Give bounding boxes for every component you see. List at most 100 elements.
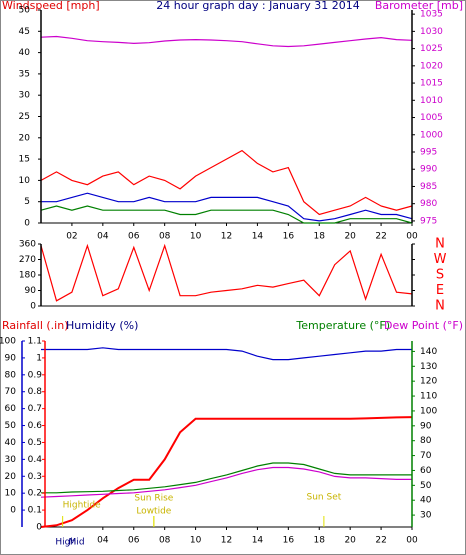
y-tick-label: 130 [420, 362, 437, 372]
y-tick-label: 50 [420, 481, 432, 491]
series-line [41, 347, 412, 361]
y-tick-label: 0 [36, 523, 42, 533]
y-tick-label: 40 [420, 496, 432, 506]
x-tick-label: 12 [221, 536, 232, 546]
y-tick-label: 70 [5, 387, 17, 397]
y-tick-label: 30 [19, 91, 31, 101]
y-tick-label: 80 [5, 370, 17, 380]
x-tick-label: 06 [128, 536, 140, 546]
y-tick-label: 20 [5, 472, 17, 482]
series-line [40, 416, 413, 528]
y-tick-label: 90 [5, 353, 17, 363]
y-tick-label: 0.1 [28, 506, 42, 516]
y-tick-label: 0.5 [28, 438, 42, 448]
y-tick-label: 15 [19, 155, 30, 165]
y-tick-label: 60 [420, 466, 432, 476]
y-tick-label: 0 [10, 506, 16, 516]
y-tick-label: 180 [19, 271, 36, 281]
x-tick-label: 02 [66, 232, 77, 242]
annotation: Sun Rise [134, 494, 173, 504]
y-tick-label: 5 [24, 197, 30, 207]
x-tick-label: 18 [314, 232, 326, 242]
y-tick-label: 50 [5, 421, 17, 431]
y-tick-label: 90 [420, 421, 432, 431]
series-line [41, 462, 412, 494]
y-tick-label: 25 [19, 112, 30, 122]
y-tick-label: 60 [5, 404, 17, 414]
y-tick-label: 110 [420, 392, 437, 402]
x-tick-label: 10 [190, 536, 202, 546]
y-tick-label: 90 [25, 286, 37, 296]
y-tick-label: 270 [19, 255, 36, 265]
y-tick-label: 0.8 [28, 387, 43, 397]
annotation: Mid [69, 538, 85, 548]
y-tick-label: 45 [19, 27, 30, 37]
x-tick-label: 18 [314, 536, 326, 546]
y-tick-label: 0 [30, 302, 36, 312]
y-tick-label: W [434, 252, 447, 267]
y-tick-label: 0.9 [28, 370, 43, 380]
x-tick-label: 20 [344, 232, 356, 242]
y-tick-label: 10 [19, 176, 31, 186]
y-tick-label: 0.4 [28, 455, 43, 465]
rain-label: Rainfall (.in) [2, 319, 69, 332]
x-tick-label: 08 [159, 232, 171, 242]
x-tick-label: 22 [375, 232, 386, 242]
annotation: High [55, 538, 76, 548]
dewpoint-label: Dew Point (°F) [384, 319, 463, 332]
x-tick-label: 06 [128, 232, 140, 242]
y-tick-label: 995 [420, 148, 437, 158]
x-tick-label: 12 [221, 232, 232, 242]
series-line [40, 205, 413, 224]
x-tick-label: 08 [159, 536, 171, 546]
series-line [40, 149, 413, 216]
y-tick-label: 1.1 [28, 337, 42, 347]
y-tick-label: 70 [420, 451, 432, 461]
y-tick-label: 0.3 [28, 472, 42, 482]
y-tick-label: 975 [420, 216, 437, 226]
y-tick-label: 0.2 [28, 489, 42, 499]
chart-title: 24 hour graph day : January 31 2014 [156, 0, 360, 12]
y-tick-label: 140 [420, 347, 437, 357]
x-tick-label: 14 [252, 536, 264, 546]
annotation: Lowtide [136, 507, 171, 517]
x-tick-label: 22 [375, 536, 386, 546]
y-tick-label: 120 [420, 377, 437, 387]
series-line [41, 192, 413, 222]
y-tick-label: 1035 [420, 10, 443, 20]
y-tick-label: 980 [420, 199, 437, 209]
series-line [40, 35, 413, 48]
y-tick-label: 1015 [420, 79, 443, 89]
series-line [40, 243, 413, 302]
y-tick-label: 1025 [420, 44, 443, 54]
y-tick-label: 985 [420, 182, 437, 192]
y-tick-label: N [435, 237, 445, 252]
y-tick-label: 50 [19, 6, 31, 16]
x-tick-label: 10 [190, 232, 202, 242]
y-tick-label: S [436, 268, 444, 283]
y-tick-label: 20 [19, 133, 31, 143]
annotation: Sun Set [307, 493, 342, 503]
x-tick-label: 04 [97, 536, 109, 546]
y-tick-label: 0.6 [28, 421, 43, 431]
y-tick-label: 40 [5, 438, 17, 448]
x-tick-label: 20 [344, 536, 356, 546]
y-tick-label: N [435, 299, 445, 314]
temperature-label: Temperature (°F) [295, 319, 390, 332]
y-tick-label: 1 [36, 353, 42, 363]
humidity-label: Humidity (%) [66, 319, 138, 332]
wind-label: Windspeed [mph] [2, 0, 100, 12]
x-tick-label: 16 [283, 232, 295, 242]
y-tick-label: 100 [0, 337, 16, 347]
y-tick-label: 990 [420, 165, 437, 175]
x-tick-label: 00 [406, 232, 418, 242]
y-tick-label: 40 [19, 48, 31, 58]
y-tick-label: 1020 [420, 61, 443, 71]
y-tick-label: E [436, 283, 444, 298]
y-tick-label: 1000 [420, 130, 443, 140]
y-tick-label: 1030 [420, 27, 443, 37]
x-tick-label: 16 [283, 536, 295, 546]
y-tick-label: 80 [420, 436, 432, 446]
